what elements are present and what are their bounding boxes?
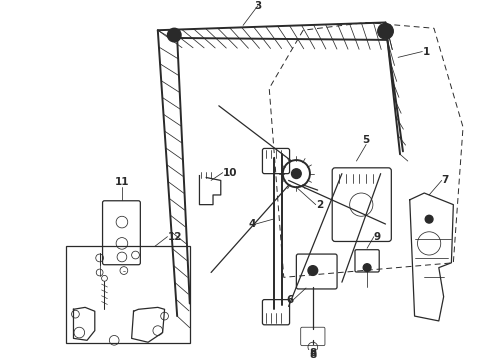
Text: 3: 3 bbox=[254, 1, 261, 11]
Bar bbox=[66, 246, 190, 343]
Circle shape bbox=[378, 23, 393, 39]
Text: 11: 11 bbox=[115, 177, 129, 187]
Text: 5: 5 bbox=[363, 135, 370, 145]
Text: 8: 8 bbox=[309, 348, 317, 358]
Circle shape bbox=[363, 264, 371, 271]
Text: 12: 12 bbox=[168, 231, 182, 242]
Text: 9: 9 bbox=[374, 231, 381, 242]
Circle shape bbox=[425, 215, 433, 223]
Text: 1: 1 bbox=[422, 46, 430, 57]
Text: 4: 4 bbox=[248, 219, 256, 229]
Text: 10: 10 bbox=[223, 168, 237, 178]
Text: 2: 2 bbox=[316, 200, 323, 210]
Text: 6: 6 bbox=[286, 294, 294, 305]
Circle shape bbox=[168, 28, 181, 42]
Text: 7: 7 bbox=[441, 175, 449, 185]
Text: 8: 8 bbox=[309, 350, 317, 360]
Circle shape bbox=[308, 266, 318, 275]
Circle shape bbox=[292, 169, 301, 179]
